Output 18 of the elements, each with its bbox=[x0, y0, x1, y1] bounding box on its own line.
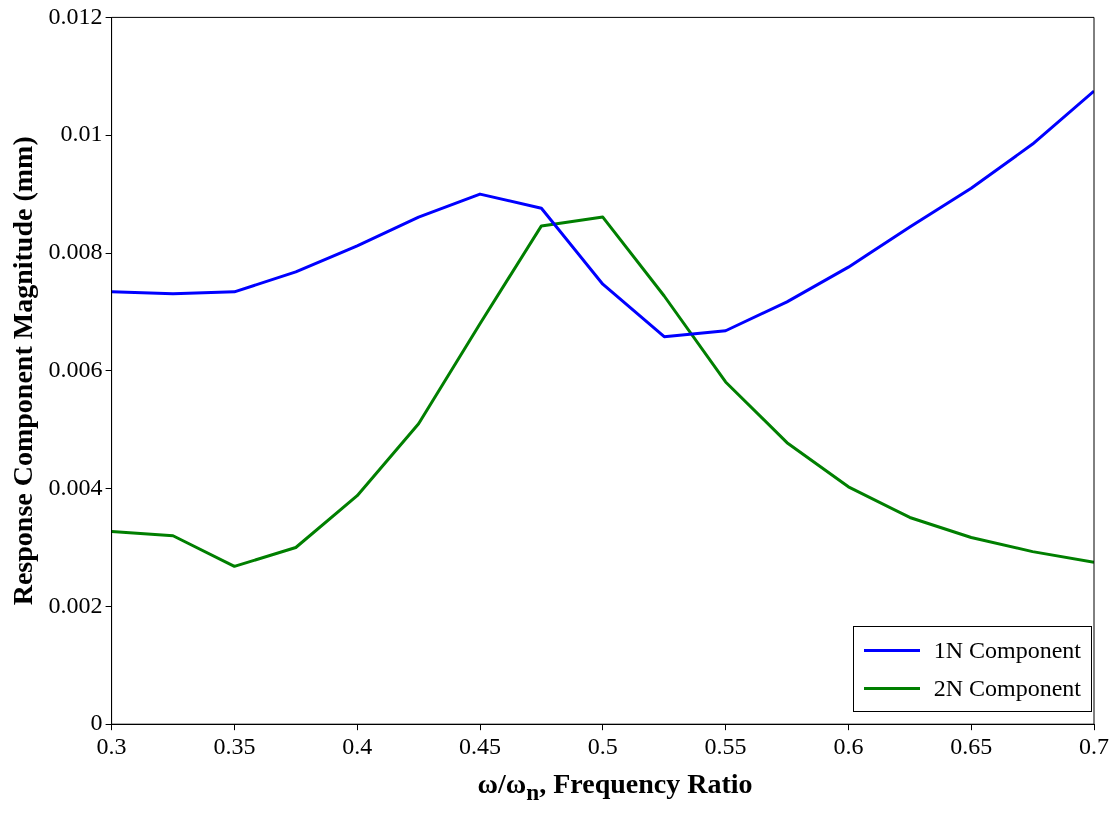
x-tick-label: 0.6 bbox=[833, 732, 864, 759]
y-tick-label: 0.01 bbox=[60, 120, 103, 147]
y-tick-label: 0.004 bbox=[48, 473, 103, 500]
y-tick-label: 0.002 bbox=[48, 591, 103, 618]
x-tick-label: 0.5 bbox=[587, 732, 618, 759]
x-tick-label: 0.55 bbox=[704, 732, 747, 759]
y-tick-label: 0.008 bbox=[48, 238, 103, 265]
y-tick-label: 0.012 bbox=[48, 2, 103, 29]
x-tick-label: 0.45 bbox=[459, 732, 501, 759]
y-axis-title: Response Component Magnitude (mm) bbox=[7, 136, 39, 606]
legend-label: 2N Component bbox=[933, 674, 1081, 702]
x-axis-title: ω/ω$_{n}$, Frequency Ratio bbox=[476, 768, 754, 806]
x-tick-label: 0.4 bbox=[342, 732, 373, 759]
legend-label: 1N Component bbox=[933, 636, 1081, 664]
x-tick-label: 0.7 bbox=[1079, 732, 1109, 759]
y-tick-label: 0.006 bbox=[48, 356, 103, 383]
x-tick-label: 0.65 bbox=[950, 732, 993, 759]
x-tick-label: 0.35 bbox=[213, 732, 256, 759]
